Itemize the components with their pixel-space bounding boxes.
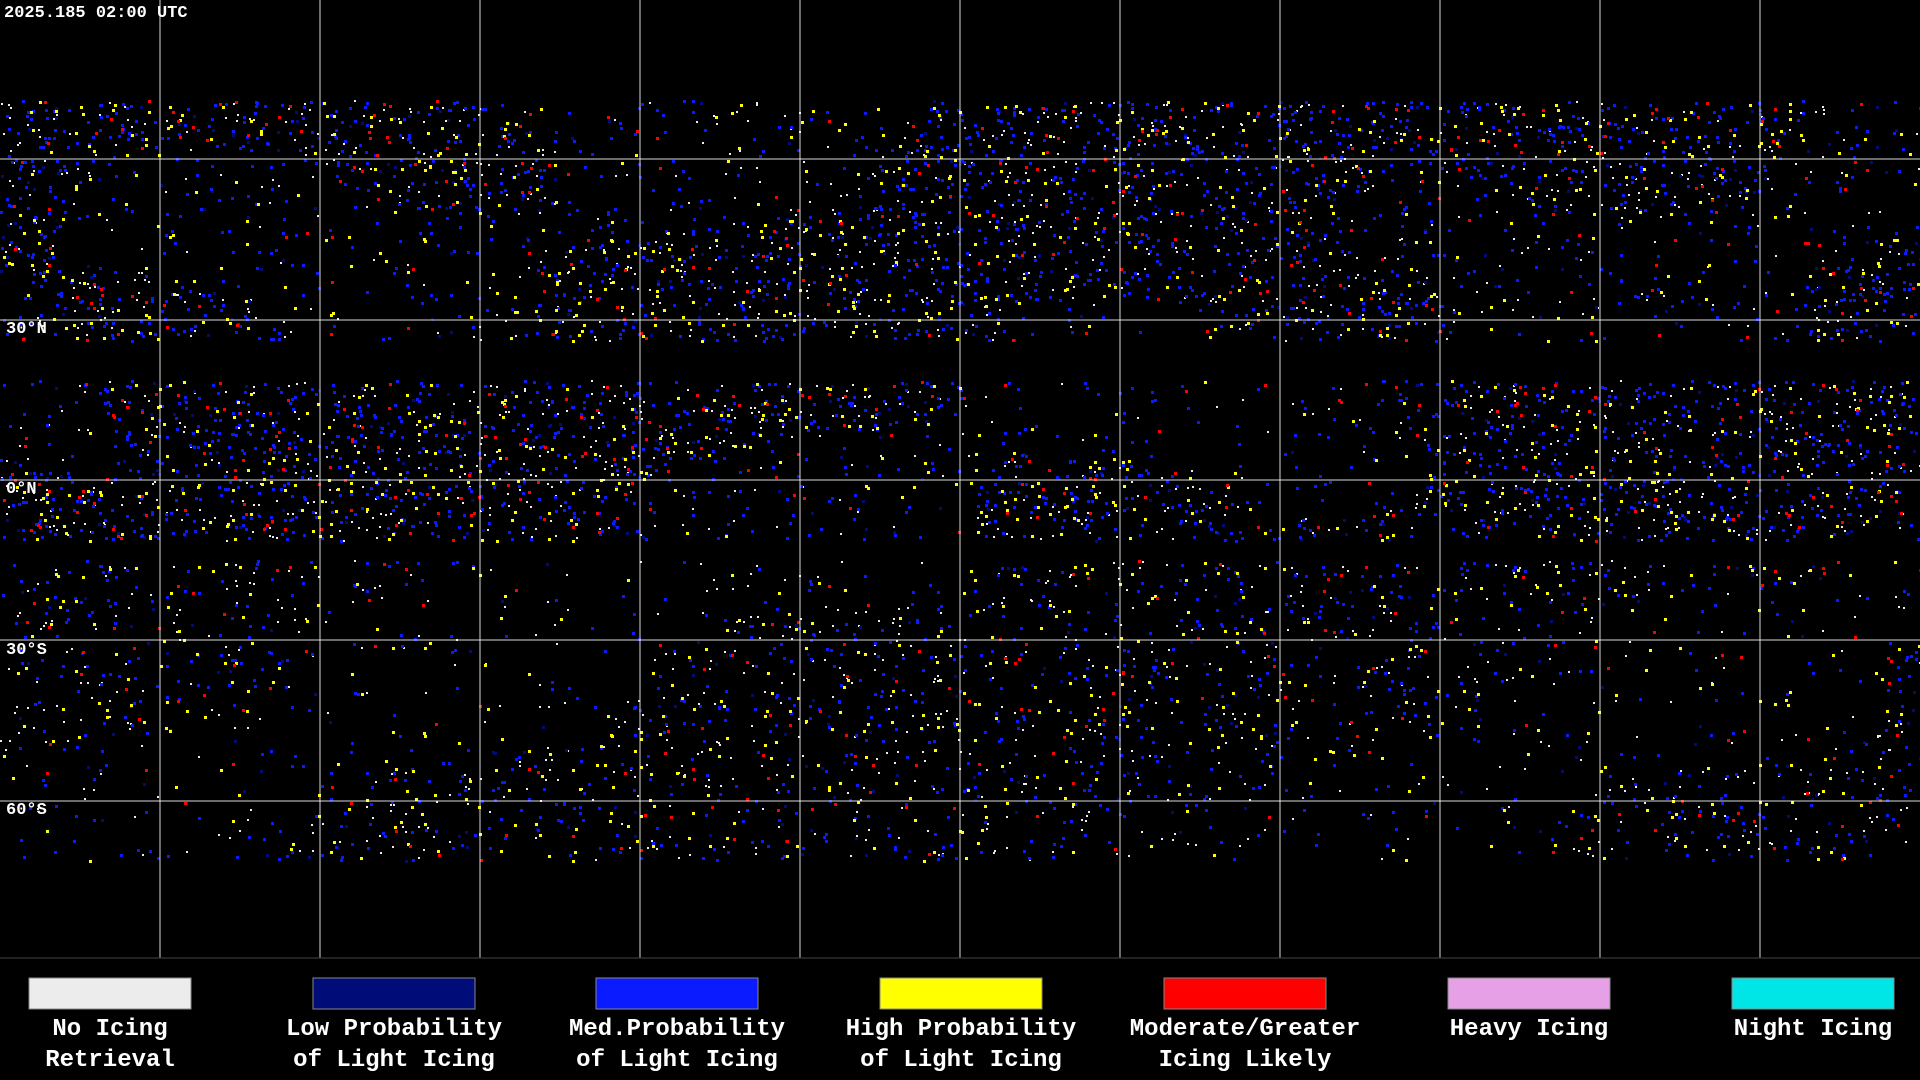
legend-label: of Light Icing [860,1047,1062,1074]
legend-swatch [879,977,1043,1010]
legend-label: Heavy Icing [1450,1016,1608,1043]
legend-label: High Probability [846,1016,1076,1043]
timestamp: 2025.185 02:00 UTC [4,4,188,23]
legend-swatch [1447,977,1611,1010]
legend-swatch [1163,977,1327,1010]
latitude-label: 60°S [6,801,47,820]
legend-label: No Icing [52,1016,167,1043]
latitude-label: 0°N [6,480,37,499]
legend-label: Med.Probability [569,1016,785,1043]
legend-label: of Light Icing [576,1047,778,1074]
legend-label: Moderate/Greater [1130,1016,1360,1043]
legend-swatch [1731,977,1895,1010]
legend-label: Icing Likely [1159,1047,1332,1074]
legend-swatch [312,977,476,1010]
legend-swatch [595,977,759,1010]
legend-label: Low Probability [286,1016,502,1043]
latitude-label: 30°S [6,641,47,660]
latitude-label: 30°N [6,320,47,339]
legend-label: Retrieval [45,1047,175,1074]
lat-lon-grid: 30°N 0°N 30°S 60°S [0,0,1920,958]
legend-swatch [28,977,192,1010]
legend-label: Night Icing [1734,1016,1892,1043]
legend: No Icing Retrieval Low Probability of Light… [28,977,1895,1074]
legend-label: of Light Icing [293,1047,495,1074]
